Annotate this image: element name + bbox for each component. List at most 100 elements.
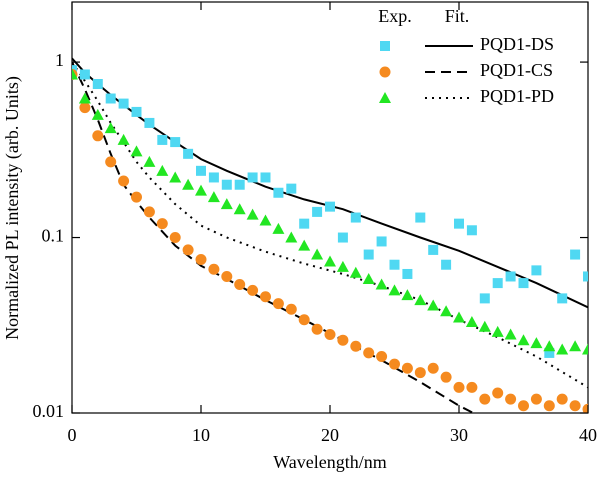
point [169, 171, 182, 183]
point [375, 278, 388, 290]
x-tick-label: 30 [450, 425, 468, 445]
point [285, 231, 298, 243]
point [92, 130, 104, 142]
y-tick-label: 0.01 [33, 401, 65, 421]
x-tick-label: 0 [68, 425, 77, 445]
point [336, 260, 349, 272]
point [144, 117, 155, 128]
point [466, 225, 477, 236]
point [72, 68, 78, 80]
legend-marker [379, 66, 391, 78]
x-tick-label: 40 [579, 425, 597, 445]
point [440, 371, 452, 383]
point [272, 298, 284, 310]
point [569, 400, 581, 412]
point [363, 249, 374, 260]
point [414, 367, 426, 379]
point [260, 172, 271, 183]
point [183, 148, 194, 159]
point [131, 191, 142, 203]
point [401, 289, 414, 301]
point [247, 284, 259, 296]
y-tick-label: 1 [55, 50, 64, 70]
point [543, 400, 555, 412]
point [207, 191, 220, 203]
point [504, 328, 517, 340]
point [389, 358, 400, 370]
point [78, 92, 91, 104]
point [350, 212, 361, 223]
point [492, 387, 504, 399]
point [557, 293, 568, 304]
point [491, 325, 504, 337]
point [478, 320, 491, 332]
point [570, 249, 581, 260]
x-axis-label: Wavelength/nm [273, 452, 387, 472]
point [157, 134, 168, 145]
point [479, 293, 490, 304]
point [349, 266, 362, 278]
point [131, 106, 142, 117]
point [195, 253, 207, 265]
point [492, 278, 503, 289]
point [544, 347, 555, 358]
point [91, 108, 104, 120]
point [427, 362, 439, 374]
point [299, 218, 310, 229]
point [401, 362, 413, 374]
point [505, 393, 517, 405]
point [105, 93, 116, 104]
point [182, 178, 195, 190]
fit-line [72, 61, 588, 389]
y-tick-label: 0.1 [42, 226, 65, 246]
point [427, 299, 440, 311]
point [402, 268, 413, 279]
point [440, 305, 453, 317]
point [182, 244, 194, 256]
x-tick-label: 20 [321, 425, 339, 445]
point [543, 340, 556, 352]
point [517, 334, 530, 346]
point [196, 165, 206, 176]
point [143, 206, 155, 218]
point [415, 212, 426, 223]
point [531, 265, 542, 276]
point [518, 278, 529, 289]
point [569, 340, 582, 352]
point [556, 393, 568, 405]
point [79, 102, 91, 114]
point [285, 303, 297, 315]
legend-label: PQD1-CS [480, 60, 553, 80]
point [556, 343, 569, 355]
point [195, 184, 207, 196]
point [79, 69, 90, 80]
point [220, 198, 233, 210]
point [246, 208, 259, 220]
point [350, 340, 362, 352]
point [583, 271, 588, 282]
point [453, 381, 465, 393]
point [311, 323, 323, 335]
data-points [72, 65, 588, 413]
point [324, 329, 336, 341]
point [233, 203, 246, 215]
point [324, 255, 336, 267]
point [272, 222, 285, 234]
point [389, 259, 400, 270]
point [518, 400, 529, 412]
point [376, 350, 388, 362]
point [117, 133, 130, 145]
point [337, 334, 349, 346]
point [273, 187, 284, 198]
point [169, 232, 181, 244]
point [362, 273, 375, 285]
point [582, 403, 588, 413]
point [260, 291, 271, 303]
point [414, 294, 427, 306]
point [428, 244, 439, 255]
point [118, 98, 129, 109]
point [388, 284, 401, 296]
point [363, 347, 375, 359]
point [247, 172, 258, 183]
point [234, 179, 245, 190]
